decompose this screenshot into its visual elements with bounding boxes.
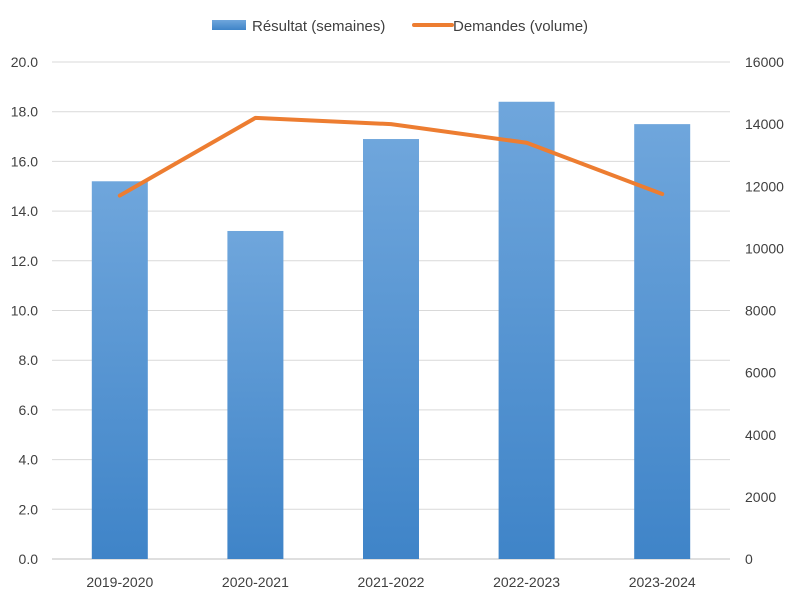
bar bbox=[634, 124, 690, 559]
right-axis-tick-labels: 0 2000 4000 6000 8000 10000 12000 14000 16000 bbox=[745, 54, 784, 567]
left-axis-tick-label: 16.0 bbox=[11, 153, 38, 169]
bar bbox=[227, 231, 283, 559]
bar bbox=[92, 181, 148, 559]
right-axis-tick-label: 14000 bbox=[745, 116, 784, 132]
x-axis-tick-labels: 2019-2020 2020-2021 2021-2022 2022-2023 2023… bbox=[86, 574, 696, 590]
left-axis-tick-label: 2.0 bbox=[19, 501, 39, 517]
right-axis-tick-label: 6000 bbox=[745, 365, 776, 381]
left-axis-tick-label: 4.0 bbox=[19, 452, 39, 468]
x-axis-tick-label: 2022-2023 bbox=[493, 574, 560, 590]
right-axis-tick-label: 4000 bbox=[745, 427, 776, 443]
left-axis-tick-label: 8.0 bbox=[19, 352, 39, 368]
left-axis-tick-label: 14.0 bbox=[11, 203, 38, 219]
left-axis-tick-label: 18.0 bbox=[11, 104, 38, 120]
left-axis-tick-labels: 0.0 2.0 4.0 6.0 8.0 10.0 12.0 14.0 16.0 18.0 20.0 bbox=[11, 54, 38, 567]
x-axis-tick-label: 2023-2024 bbox=[629, 574, 696, 590]
left-axis-tick-label: 10.0 bbox=[11, 303, 38, 319]
legend-swatch-bar bbox=[212, 20, 246, 30]
right-axis-tick-label: 16000 bbox=[745, 54, 784, 70]
x-axis-tick-label: 2020-2021 bbox=[222, 574, 289, 590]
legend-label-line: Demandes (volume) bbox=[453, 18, 588, 35]
legend-label-bar: Résultat (semaines) bbox=[252, 18, 385, 35]
left-axis-tick-label: 6.0 bbox=[19, 402, 39, 418]
right-axis-tick-label: 0 bbox=[745, 551, 753, 567]
legend: Résultat (semaines) Demandes (volume) bbox=[212, 18, 588, 35]
x-axis-tick-label: 2021-2022 bbox=[358, 574, 425, 590]
left-axis-tick-label: 20.0 bbox=[11, 54, 38, 70]
right-axis-tick-label: 8000 bbox=[745, 303, 776, 319]
x-axis-tick-label: 2019-2020 bbox=[86, 574, 153, 590]
right-axis-tick-label: 10000 bbox=[745, 240, 784, 256]
right-axis-tick-label: 12000 bbox=[745, 178, 784, 194]
bar bbox=[499, 102, 555, 559]
left-axis-tick-label: 0.0 bbox=[19, 551, 39, 567]
right-axis-tick-label: 2000 bbox=[745, 489, 776, 505]
left-axis-tick-label: 12.0 bbox=[11, 253, 38, 269]
bar bbox=[363, 139, 419, 559]
